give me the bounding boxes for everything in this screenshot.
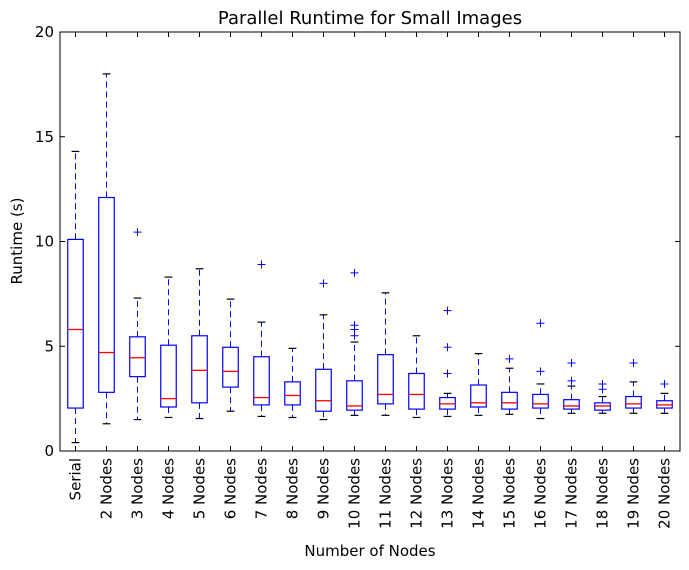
x-tick-label: 9 Nodes: [315, 458, 333, 519]
box: [377, 354, 394, 405]
x-axis-label: Number of Nodes: [304, 542, 435, 560]
axes-frame: [59, 31, 681, 452]
box: [625, 395, 642, 409]
outlier-marker: [536, 319, 545, 328]
outlier-marker: [319, 279, 328, 288]
outlier-marker: [443, 343, 452, 352]
outlier-marker: [133, 228, 142, 237]
x-tick-label: 11 Nodes: [377, 458, 395, 529]
box: [284, 381, 301, 406]
y-tick-label: 5: [44, 337, 54, 355]
x-tick-label: 17 Nodes: [563, 458, 581, 529]
x-tick-label: 7 Nodes: [253, 458, 271, 519]
box: [563, 399, 580, 410]
outlier-marker: [443, 369, 452, 378]
x-tick-label: 6 Nodes: [222, 458, 240, 519]
y-axis-label: Runtime (s): [8, 198, 26, 285]
outlier-marker: [660, 379, 669, 388]
box: [67, 238, 84, 409]
box: [532, 393, 549, 409]
box: [191, 335, 208, 404]
x-tick-label: 8 Nodes: [284, 458, 302, 519]
y-tick-label: 0: [44, 442, 54, 460]
x-tick-label: 3 Nodes: [129, 458, 147, 519]
box: [408, 372, 425, 410]
outlier-marker: [350, 268, 359, 277]
x-tick-label: 5 Nodes: [191, 458, 209, 519]
outlier-marker: [629, 359, 638, 368]
box: [346, 380, 363, 411]
box: [222, 346, 239, 388]
box: [253, 356, 270, 406]
box: [470, 384, 487, 408]
outlier-marker: [257, 260, 266, 269]
outlier-marker: [567, 376, 576, 385]
box: [98, 196, 115, 393]
x-tick-label: Serial: [67, 458, 85, 500]
outlier-marker: [350, 321, 359, 330]
x-tick-label: 12 Nodes: [408, 458, 426, 529]
x-tick-label: 15 Nodes: [501, 458, 519, 529]
x-tick-label: 18 Nodes: [594, 458, 612, 529]
x-tick-label: 19 Nodes: [625, 458, 643, 529]
outlier-marker: [536, 367, 545, 376]
x-tick-label: 4 Nodes: [160, 458, 178, 519]
outlier-marker: [443, 306, 452, 315]
x-tick-label: 13 Nodes: [439, 458, 457, 529]
outlier-marker: [598, 379, 607, 388]
x-tick-label: 20 Nodes: [656, 458, 674, 529]
x-tick-label: 2 Nodes: [98, 458, 116, 519]
chart-title: Parallel Runtime for Small Images: [218, 8, 522, 29]
outlier-marker: [505, 354, 514, 363]
x-tick-label: 14 Nodes: [470, 458, 488, 529]
y-tick-label: 10: [35, 233, 54, 251]
box: [501, 391, 518, 410]
x-tick-label: 16 Nodes: [532, 458, 550, 529]
x-tick-label: 10 Nodes: [346, 458, 364, 529]
box: [129, 336, 146, 378]
outlier-marker: [567, 359, 576, 368]
box: [315, 368, 332, 412]
plot-area: 0 5 10 15 20 Serial 2 Nodes 3 Nodes 4 Nodes 5 Nod…: [35, 23, 681, 529]
y-tick-label: 15: [35, 128, 54, 146]
y-tick-label: 20: [35, 23, 54, 41]
box: [160, 344, 177, 408]
